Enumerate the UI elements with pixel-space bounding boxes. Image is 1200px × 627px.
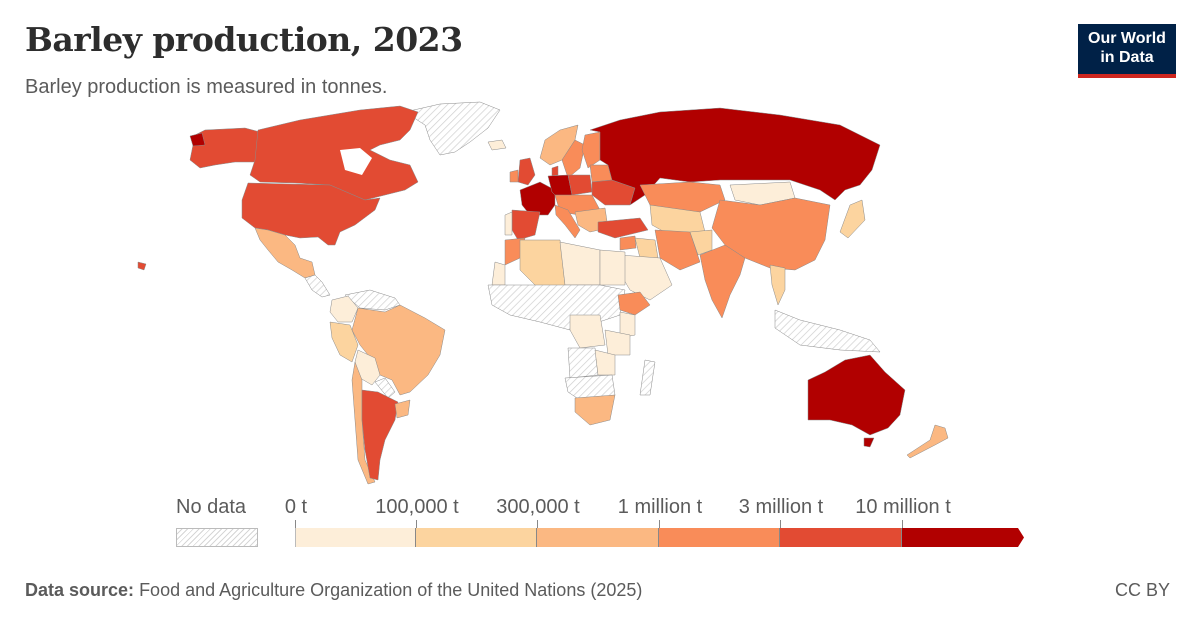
legend-tick-label-2: 300,000 t: [496, 496, 580, 518]
country-iraq: [634, 237, 659, 259]
country-alaska: [189, 127, 261, 169]
chart-title: Barley production, 2023: [25, 20, 463, 59]
country-italy: [554, 204, 581, 239]
region-indonesia: [774, 309, 881, 353]
country-greenland: [404, 101, 501, 156]
legend-tick-label-5: 10 million t: [855, 496, 951, 518]
data-source-text[interactable]: Food and Agriculture Organization of the…: [139, 580, 643, 600]
country-uruguay: [394, 399, 411, 419]
country-australia-tasmania: [863, 437, 875, 448]
country-libya: [559, 241, 601, 286]
legend-bin-2[interactable]: [537, 528, 659, 547]
country-canada: [249, 105, 419, 201]
legend-tick-label-3: 1 million t: [617, 496, 703, 518]
legend-tick: [902, 520, 903, 528]
country-madagascar: [639, 359, 656, 396]
country-united-states: [241, 182, 381, 246]
country-ireland: [509, 169, 519, 183]
country-new-zealand: [906, 424, 949, 459]
legend-nodata-label: No data: [176, 496, 247, 518]
country-portugal: [504, 211, 513, 236]
region-west-central-africa: [487, 284, 626, 331]
region-central-america: [304, 274, 331, 298]
country-japan: [839, 199, 866, 239]
country-tanzania: [604, 329, 631, 356]
logo-line-1: Our World: [1088, 30, 1166, 47]
country-thailand: [769, 264, 786, 306]
legend-bin-4[interactable]: [780, 528, 902, 547]
country-iran: [654, 229, 701, 271]
legend-tick: [659, 520, 660, 528]
country-australia: [807, 354, 906, 436]
country-united-kingdom: [517, 157, 536, 186]
legend-tick-label-0: 0 t: [284, 496, 308, 518]
country-denmark: [551, 165, 559, 177]
region-alaska-west: [189, 132, 206, 147]
country-turkey: [597, 217, 649, 239]
country-ethiopia: [617, 291, 651, 316]
legend-tick-label-1: 100,000 t: [375, 496, 459, 518]
legend: No data 0 t 100,000 t 300,000 t 1 millio…: [0, 490, 1200, 560]
country-argentina: [361, 389, 399, 481]
logo-line-2: in Data: [1100, 49, 1154, 66]
data-source-label: Data source:: [25, 580, 135, 600]
country-zambia: [594, 349, 616, 376]
country-china: [711, 197, 831, 271]
legend-tick: [537, 520, 538, 528]
legend-tick: [416, 520, 417, 528]
country-brazil: [351, 304, 446, 396]
country-peru: [329, 321, 359, 363]
country-iceland: [487, 139, 507, 151]
country-paraguay: [374, 377, 396, 399]
country-kenya: [619, 311, 636, 339]
country-western-sahara: [491, 261, 506, 286]
data-source: Data source: Food and Agriculture Organi…: [25, 580, 642, 601]
country-angola: [567, 347, 599, 379]
hudson-bay: [340, 148, 372, 175]
world-map[interactable]: [0, 95, 1200, 495]
country-india: [699, 244, 746, 319]
country-syria: [619, 235, 637, 251]
country-south-africa: [574, 394, 616, 426]
legend-tick: [295, 520, 296, 528]
country-spain: [511, 209, 541, 241]
legend-bin-3[interactable]: [659, 528, 780, 547]
legend-bin-5[interactable]: [902, 528, 1026, 547]
country-saudi-arabia: [617, 254, 673, 301]
country-hawaii: [137, 261, 147, 271]
country-poland: [567, 174, 593, 196]
legend-tick-label-4: 3 million t: [738, 496, 824, 518]
owid-logo[interactable]: Our World in Data: [1078, 24, 1176, 78]
license-link[interactable]: CC BY: [1114, 580, 1170, 600]
legend-bin-1[interactable]: [416, 528, 537, 547]
legend-tick: [780, 520, 781, 528]
legend-bin-0[interactable]: [295, 528, 416, 547]
country-france: [519, 181, 556, 216]
country-finland: [581, 131, 601, 169]
country-colombia: [329, 295, 359, 323]
country-dr-congo: [569, 314, 606, 349]
chart-subtitle: Barley production is measured in tonnes.: [25, 76, 388, 98]
country-egypt: [599, 249, 626, 286]
country-russia: [589, 107, 881, 206]
legend-nodata-swatch[interactable]: [176, 528, 258, 547]
